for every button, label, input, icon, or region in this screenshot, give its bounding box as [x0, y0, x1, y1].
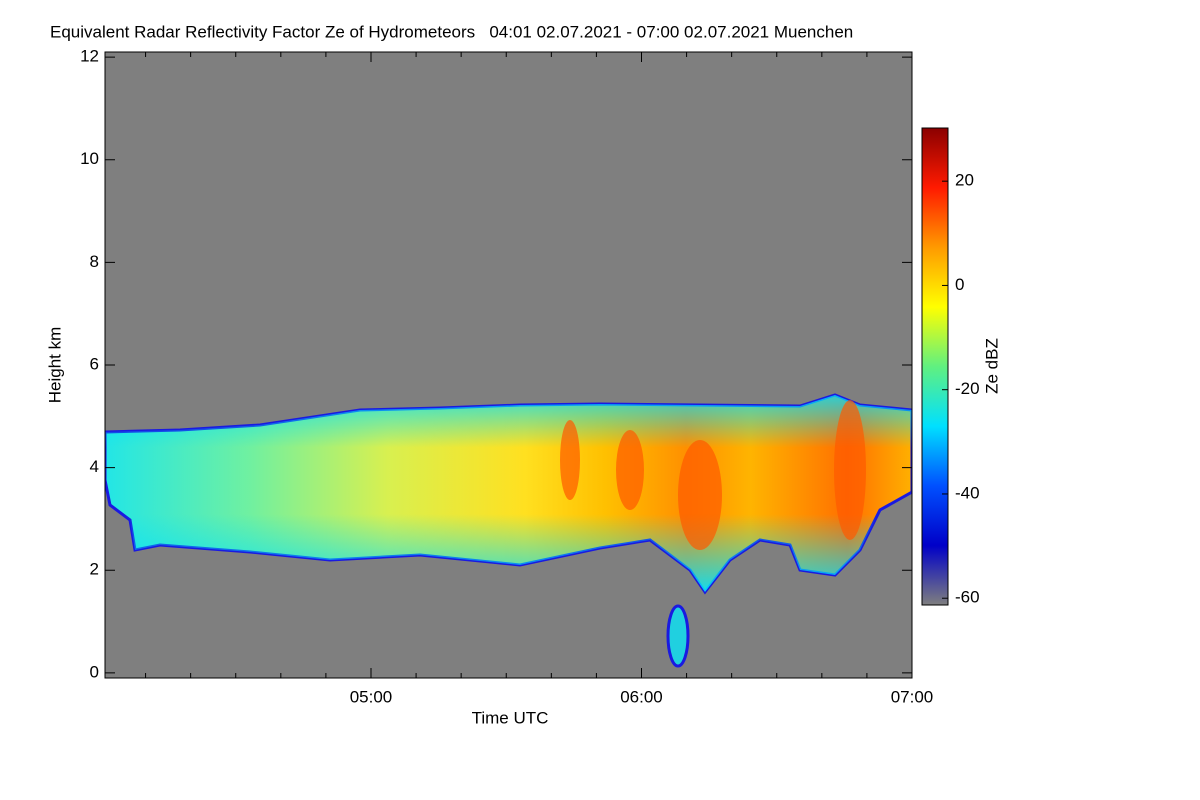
y-tick-label: 0: [90, 662, 99, 681]
reflectivity-field: [105, 393, 912, 668]
colorbar-tick-label: -60: [955, 588, 980, 607]
colorbar: [921, 127, 949, 606]
x-axis-label: Time UTC: [472, 708, 549, 727]
colorbar-tick-label: 0: [955, 275, 964, 294]
colorbar-tick-label: 20: [955, 171, 974, 190]
y-tick-label: 4: [90, 457, 99, 476]
x-tick-label: 05:00: [350, 687, 393, 706]
low-echo: [666, 604, 690, 668]
colorbar-tick-label: -40: [955, 483, 980, 502]
colorbar-label: Ze dBZ: [982, 338, 1001, 394]
y-tick-label: 8: [90, 252, 99, 271]
y-tick-label: 10: [80, 149, 99, 168]
chart-title: Equivalent Radar Reflectivity Factor Ze …: [50, 22, 853, 41]
y-tick-label: 6: [90, 354, 99, 373]
y-axis-label: Height km: [45, 327, 64, 404]
plot-background: [105, 52, 912, 678]
x-tick-label: 06:00: [620, 687, 663, 706]
y-tick-label: 2: [90, 560, 99, 579]
y-tick-label: 12: [80, 47, 99, 66]
colorbar-tick-label: -20: [955, 379, 980, 398]
x-tick-label: 07:00: [891, 687, 934, 706]
cores: [560, 400, 866, 550]
